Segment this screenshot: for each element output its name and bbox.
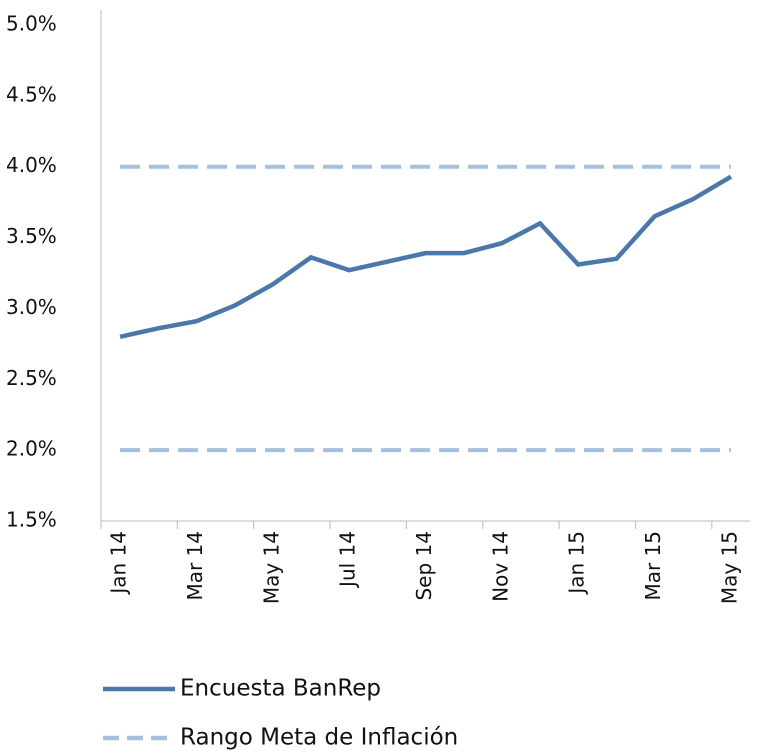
y-tick-label: 2.0% xyxy=(6,437,57,461)
x-tick-label: Jul 14 xyxy=(336,531,360,589)
x-tick-label: Jan 15 xyxy=(565,531,589,596)
x-tick-label: Nov 14 xyxy=(488,531,512,602)
y-tick-label: 2.5% xyxy=(6,366,57,390)
y-tick-label: 3.5% xyxy=(6,224,57,248)
y-tick-label: 3.0% xyxy=(6,295,57,319)
y-tick-label: 4.0% xyxy=(6,153,57,177)
y-tick-label: 1.5% xyxy=(6,508,57,532)
x-tick-label: Sep 14 xyxy=(412,531,436,601)
x-tick-label: Mar 15 xyxy=(641,531,665,601)
x-tick-label: May 15 xyxy=(717,531,741,604)
x-tick-label: Mar 14 xyxy=(183,531,207,601)
x-tick-label: Jan 14 xyxy=(107,531,131,596)
legend-label: Rango Meta de Inflación xyxy=(180,725,458,751)
x-tick-label: May 14 xyxy=(259,531,283,604)
y-tick-label: 4.5% xyxy=(6,82,57,106)
series-line xyxy=(119,174,733,339)
legend-label: Encuesta BanRep xyxy=(180,676,381,702)
y-tick-label: 5.0% xyxy=(6,12,57,36)
